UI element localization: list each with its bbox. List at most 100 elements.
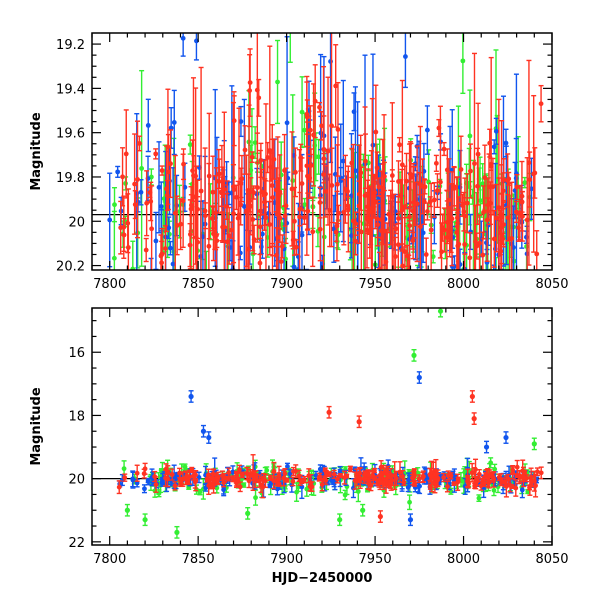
top-data-point xyxy=(291,264,297,270)
top-data-point xyxy=(233,194,239,200)
top-data-point xyxy=(353,238,358,244)
top-data-point xyxy=(497,279,502,284)
bottom-data-point xyxy=(142,486,147,492)
top-x-tick-label: 7850 xyxy=(182,277,215,292)
top-data-point xyxy=(206,243,212,249)
bottom-data-point xyxy=(527,485,532,490)
top-data-point xyxy=(356,191,362,197)
top-data-point xyxy=(335,126,341,132)
top-data-point xyxy=(144,200,150,206)
top-data-point xyxy=(125,220,131,226)
bottom-data-point xyxy=(141,471,147,477)
top-data-point xyxy=(350,218,356,224)
top-data-point xyxy=(257,260,263,266)
top-data-point xyxy=(319,387,324,392)
top-data-point xyxy=(431,197,437,203)
bottom-data-point xyxy=(329,478,335,484)
top-data-point xyxy=(534,251,540,257)
bottom-data-point xyxy=(282,471,288,476)
top-x-tick-label: 7900 xyxy=(270,277,303,292)
top-data-point xyxy=(147,190,153,195)
top-data-point xyxy=(321,172,326,177)
top-data-point xyxy=(423,252,429,257)
top-data-point xyxy=(238,202,244,208)
top-data-point xyxy=(513,283,518,288)
top-data-point xyxy=(187,142,193,148)
top-data-point xyxy=(115,169,121,175)
top-data-point xyxy=(292,218,297,224)
bottom-outlier-point xyxy=(416,374,422,381)
top-data-point xyxy=(365,204,370,210)
bottom-outlier-point xyxy=(245,510,251,516)
top-data-point xyxy=(120,174,125,180)
top-data-point xyxy=(490,184,496,190)
bottom-data-point xyxy=(400,474,406,479)
top-data-point xyxy=(329,182,335,188)
bottom-data-point xyxy=(355,488,361,494)
top-x-tick-label: 8000 xyxy=(447,277,480,292)
bottom-outlier-point xyxy=(469,393,475,400)
bottom-data-point xyxy=(412,481,417,486)
top-data-point xyxy=(275,79,280,85)
bottom-data-point xyxy=(416,476,422,482)
bottom-data-point xyxy=(507,482,513,488)
top-data-point xyxy=(408,171,413,177)
top-data-point xyxy=(304,163,310,169)
bottom-x-axis-label: HJD−2450000 xyxy=(272,571,373,586)
bottom-data-point xyxy=(377,479,383,485)
top-data-point xyxy=(402,204,408,209)
bottom-data-point xyxy=(385,473,391,479)
top-data-point xyxy=(484,298,489,303)
top-data-point xyxy=(497,289,502,294)
bottom-data-point xyxy=(267,475,273,481)
bottom-data-point xyxy=(323,478,329,483)
top-data-point xyxy=(345,188,350,194)
bottom-data-point xyxy=(357,470,363,476)
bottom-data-point xyxy=(197,489,203,495)
top-data-point xyxy=(246,278,251,283)
top-data-point xyxy=(241,204,247,209)
top-data-point xyxy=(159,251,165,257)
bottom-data-point xyxy=(392,473,398,479)
top-data-point xyxy=(274,252,279,258)
top-data-point xyxy=(257,208,263,214)
top-data-point xyxy=(473,239,478,244)
bottom-outlier-point xyxy=(411,352,417,358)
top-data-point xyxy=(485,296,490,301)
top-data-point xyxy=(481,209,486,215)
bottom-data-point xyxy=(153,482,159,488)
top-data-point xyxy=(323,189,329,194)
bottom-data-point xyxy=(184,473,190,479)
top-data-point xyxy=(349,233,354,239)
bottom-outlier-point xyxy=(407,517,414,523)
top-data-point xyxy=(334,223,340,229)
bottom-data-point xyxy=(253,475,259,481)
top-data-point xyxy=(317,104,322,110)
top-data-point xyxy=(468,168,473,174)
bottom-outlier-point xyxy=(206,434,212,441)
top-data-point xyxy=(483,240,489,246)
bottom-data-point xyxy=(276,482,282,487)
top-data-point xyxy=(228,227,234,233)
bottom-y-tick-label: 16 xyxy=(68,346,85,361)
top-data-point xyxy=(107,217,113,223)
bottom-panel: 7800 7850 7900 7950 8000 8050 16 18 20 22 Magnitu… xyxy=(29,307,569,586)
top-data-point xyxy=(178,221,184,227)
top-data-point xyxy=(143,247,149,253)
bottom-data-point xyxy=(267,483,273,489)
bottom-data-point xyxy=(510,470,516,476)
bottom-data-point xyxy=(121,466,127,472)
top-data-point xyxy=(441,146,447,152)
top-y-tick-label: 19.2 xyxy=(56,38,85,53)
top-data-point xyxy=(244,297,249,302)
top-data-point xyxy=(485,370,490,375)
top-data-point xyxy=(153,238,159,244)
top-data-point xyxy=(491,236,497,242)
top-data-point xyxy=(149,287,154,292)
top-y-tick-label: 19.6 xyxy=(56,127,85,142)
bottom-outlier-point xyxy=(377,513,383,520)
top-data-point xyxy=(289,186,295,192)
top-data-point xyxy=(433,160,439,166)
top-data-point xyxy=(494,275,499,280)
top-data-point xyxy=(149,226,155,232)
